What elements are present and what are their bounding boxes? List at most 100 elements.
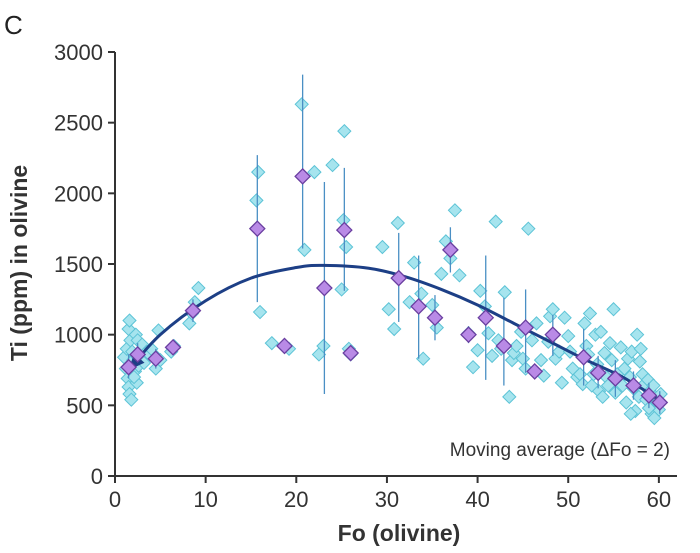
moving-average-point	[294, 167, 312, 185]
moving-average-point	[315, 279, 333, 297]
moving-average-point	[248, 220, 266, 238]
data-point	[447, 203, 463, 218]
moving-average-point	[575, 348, 593, 366]
data-point	[557, 310, 572, 325]
data-point	[577, 316, 592, 331]
data-point	[484, 348, 500, 364]
moving-average-point	[460, 326, 477, 344]
data-point	[386, 321, 402, 337]
x-tick-label: 10	[193, 487, 217, 512]
data-point	[619, 395, 634, 410]
data-point	[629, 327, 645, 342]
data-point	[251, 164, 266, 180]
data-point	[334, 282, 349, 297]
axes: 0 500 1000 1500 2000 2500 3000 0 10 20 30 40 50 60	[54, 40, 677, 512]
data-point	[529, 316, 544, 331]
data-point	[481, 326, 496, 341]
y-ticks: 0 500 1000 1500 2000 2500 3000	[54, 40, 115, 489]
data-point	[606, 302, 621, 317]
data-point	[465, 359, 481, 375]
data-point	[470, 343, 485, 358]
moving-average-point	[164, 338, 182, 356]
data-point	[126, 369, 142, 385]
y-tick-label: 2000	[54, 181, 103, 206]
moving-average-annotation: Moving average (ΔFo = 2)	[450, 440, 670, 461]
moving-average-point	[526, 362, 544, 380]
x-tick-label: 60	[647, 487, 671, 512]
x-tick-label: 20	[284, 487, 308, 512]
data-point	[294, 97, 309, 112]
data-point	[473, 283, 488, 299]
data-point	[252, 304, 268, 320]
data-point	[623, 406, 638, 422]
data-point	[316, 338, 331, 354]
y-tick-label: 1000	[54, 323, 103, 348]
moving-average-point	[606, 370, 624, 387]
data-point	[597, 345, 612, 361]
data-point	[390, 215, 406, 231]
moving-average-point	[120, 358, 138, 376]
data-point	[338, 239, 354, 255]
data-point	[122, 313, 137, 328]
data-point	[632, 354, 648, 369]
data-point	[502, 389, 517, 405]
data-point	[488, 214, 503, 229]
data-point	[452, 268, 467, 283]
data-point	[434, 266, 449, 282]
moving-average-point	[129, 346, 147, 363]
data-point	[647, 410, 662, 426]
data-points	[116, 97, 668, 426]
data-point	[533, 352, 549, 368]
data-point	[375, 239, 390, 255]
data-point	[509, 338, 524, 354]
data-point	[325, 157, 340, 173]
y-tick-label: 2500	[54, 111, 103, 136]
moving-average-point	[640, 387, 658, 404]
data-point	[337, 123, 352, 139]
moving-average-points	[120, 167, 669, 411]
data-point	[561, 328, 576, 344]
data-point	[381, 302, 396, 317]
moving-average-point	[441, 241, 459, 259]
data-point	[249, 193, 264, 208]
moving-average-point	[625, 377, 642, 394]
y-axis-label: Ti (ppm) in olivine	[6, 165, 32, 361]
moving-average-point	[342, 344, 360, 362]
data-point	[521, 221, 536, 236]
moving-average-point	[410, 297, 428, 315]
error-bars	[127, 74, 661, 414]
y-tick-label: 0	[91, 464, 103, 489]
data-point	[264, 335, 280, 351]
moving-average-point	[477, 309, 495, 327]
data-point	[575, 376, 590, 392]
moving-average-point	[147, 350, 165, 368]
x-axis-label: Fo (olivine)	[338, 520, 461, 546]
moving-average-point	[589, 364, 607, 382]
moving-average-point	[426, 309, 444, 327]
x-tick-label: 0	[109, 487, 121, 512]
moving-average-point	[517, 319, 535, 337]
moving-average-point	[335, 221, 353, 239]
data-point	[595, 389, 610, 405]
data-point	[602, 335, 618, 351]
panel-label: C	[4, 10, 23, 40]
data-point	[414, 286, 429, 301]
x-tick-label: 40	[465, 487, 489, 512]
y-tick-label: 500	[66, 393, 103, 418]
moving-average-point	[390, 269, 408, 287]
moving-average-point	[276, 337, 293, 355]
moving-average-point	[544, 326, 562, 344]
data-point	[524, 333, 540, 348]
moving-average-point	[184, 302, 202, 320]
data-point	[297, 242, 312, 258]
data-point	[124, 392, 139, 407]
moving-average-point	[495, 337, 513, 355]
data-point	[582, 306, 598, 321]
y-tick-label: 1500	[54, 252, 103, 277]
data-point	[307, 164, 322, 180]
x-ticks: 0 10 20 30 40 50 60	[109, 476, 671, 512]
data-point	[425, 297, 440, 313]
data-point	[497, 285, 512, 300]
moving-average-point	[651, 394, 669, 411]
